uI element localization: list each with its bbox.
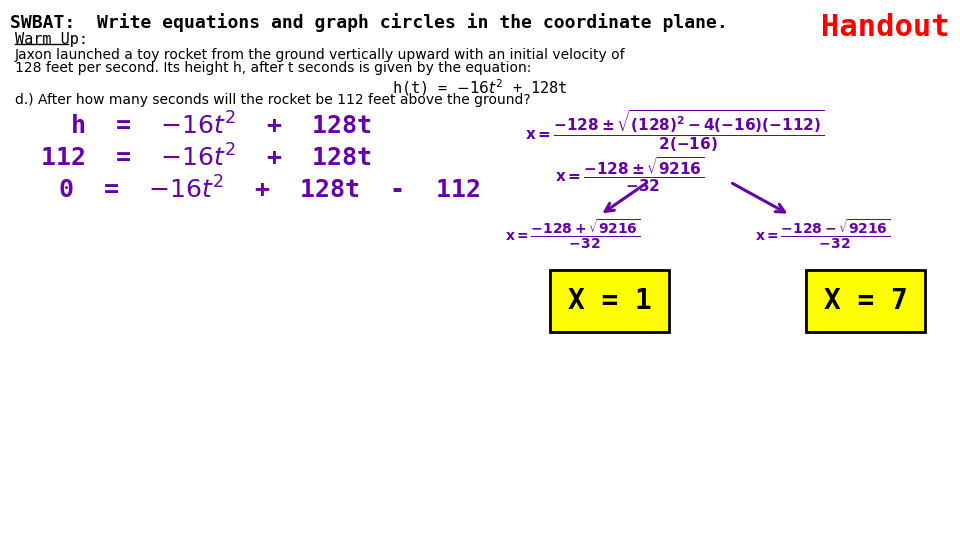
Text: Handout: Handout: [822, 13, 950, 42]
Text: 0  =  $-16t^2$  +  128t  -  112: 0 = $-16t^2$ + 128t - 112: [58, 176, 480, 203]
Text: 112  =  $-16t^2$  +  128t: 112 = $-16t^2$ + 128t: [40, 144, 372, 171]
Text: Warm Up:: Warm Up:: [15, 32, 88, 47]
Text: 128 feet per second. Its height h, after t seconds is given by the equation:: 128 feet per second. Its height h, after…: [15, 61, 532, 75]
Text: Jaxon launched a toy rocket from the ground vertically upward with an initial ve: Jaxon launched a toy rocket from the gro…: [15, 48, 626, 62]
Text: X = 1: X = 1: [568, 287, 652, 315]
Text: $\mathbf{x = \dfrac{-128-\sqrt{9216}}{-32}}$: $\mathbf{x = \dfrac{-128-\sqrt{9216}}{-3…: [755, 218, 890, 251]
Text: h  =  $-16t^2$  +  128t: h = $-16t^2$ + 128t: [70, 112, 372, 139]
Text: $\mathbf{x = \dfrac{-128\pm\sqrt{9216}}{-32}}$: $\mathbf{x = \dfrac{-128\pm\sqrt{9216}}{…: [555, 155, 705, 194]
Text: h(t) = $-16t^2$ + 128t: h(t) = $-16t^2$ + 128t: [393, 77, 567, 98]
Text: $\mathbf{x = \dfrac{-128+\sqrt{9216}}{-32}}$: $\mathbf{x = \dfrac{-128+\sqrt{9216}}{-3…: [505, 218, 640, 251]
Text: d.) After how many seconds will the rocket be 112 feet above the ground?: d.) After how many seconds will the rock…: [15, 93, 531, 107]
FancyBboxPatch shape: [550, 270, 669, 332]
FancyBboxPatch shape: [806, 270, 925, 332]
Text: SWBAT:  Write equations and graph circles in the coordinate plane.: SWBAT: Write equations and graph circles…: [10, 13, 728, 32]
Text: X = 7: X = 7: [824, 287, 908, 315]
Text: $\mathbf{x = \dfrac{-128\pm\sqrt{(128)^2-4(-16)(-112)}}{2(-16)}}$: $\mathbf{x = \dfrac{-128\pm\sqrt{(128)^2…: [525, 108, 825, 154]
